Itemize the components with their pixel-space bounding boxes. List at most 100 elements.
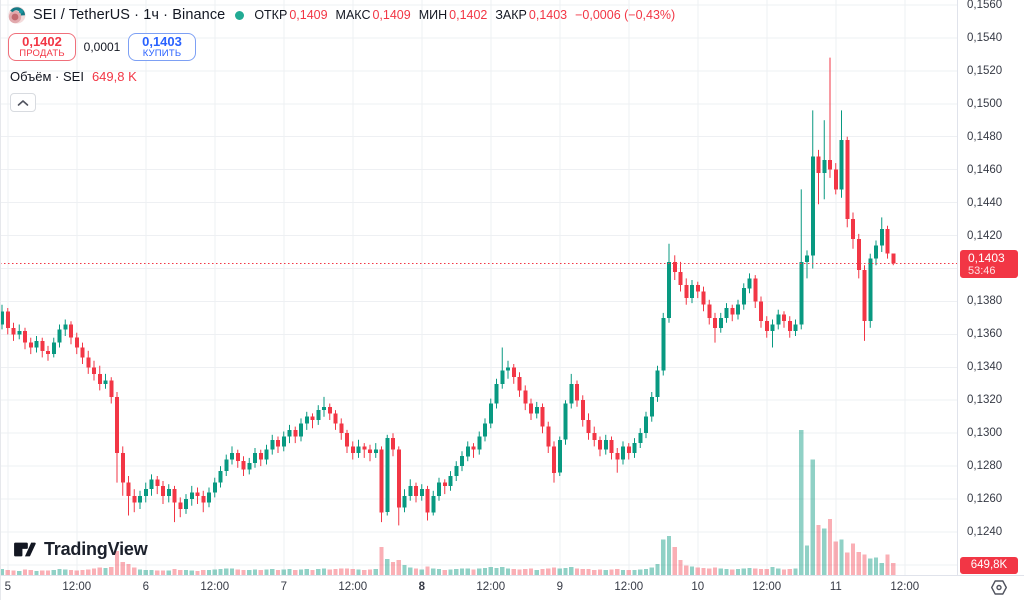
volume-bar [758, 568, 764, 575]
candle-body [603, 439, 608, 450]
volume-bar [862, 554, 867, 575]
volume-bar [149, 570, 154, 575]
collapse-legend-button[interactable] [10, 93, 36, 112]
volume-bar [597, 569, 603, 575]
candle-body [713, 317, 717, 328]
candle-body [115, 396, 119, 453]
volume-bar [166, 570, 171, 575]
candle-body [11, 327, 16, 335]
candle-body [839, 140, 844, 190]
volume-bar [845, 552, 850, 575]
volume-bar [396, 560, 401, 575]
volume-bar [132, 567, 137, 575]
volume-bar [626, 570, 631, 575]
candle-body [368, 449, 372, 453]
volume-bar [97, 567, 102, 575]
volume-bar [235, 569, 240, 575]
volume-bar [143, 569, 148, 575]
volume-bar [810, 459, 815, 575]
volume-bar [471, 569, 476, 575]
candle-body [454, 466, 459, 476]
buy-label: КУПИТЬ [142, 47, 182, 59]
candle-body [598, 439, 602, 450]
volume-bar [494, 567, 499, 575]
candle-body [46, 350, 50, 355]
candlestick-chart[interactable] [0, 0, 957, 575]
candle-body [891, 253, 896, 264]
candle-body [293, 429, 298, 437]
volume-bar [505, 568, 511, 575]
volume-bar [17, 570, 22, 575]
volume-bar [816, 524, 821, 575]
volume-bar [873, 557, 879, 575]
candle-body [195, 492, 200, 496]
candle-body [730, 308, 735, 315]
candle-body [391, 438, 395, 450]
candle-body [822, 159, 827, 173]
candle-body [580, 400, 585, 420]
close-label: ЗАКР [495, 8, 527, 22]
volume-bar [367, 569, 373, 575]
gear-icon [990, 579, 1007, 595]
volume-bar [419, 569, 424, 575]
buy-price: 0,1403 [142, 34, 182, 50]
volume-bar [270, 569, 275, 575]
candle-body [736, 304, 740, 315]
sell-button[interactable]: 0,1402 ПРОДАТЬ [8, 33, 76, 61]
volume-bar [827, 519, 833, 575]
candle-body [304, 416, 309, 424]
volume-bar [385, 559, 390, 575]
candle-body [212, 482, 217, 493]
tradingview-logo[interactable]: TradingView [12, 537, 148, 562]
candle-body [529, 403, 533, 414]
candle-body [247, 462, 252, 470]
candle-body [810, 156, 815, 256]
time-tick-label: 12:00 [62, 581, 92, 593]
candle-body [34, 340, 39, 348]
volume-bar [540, 568, 545, 575]
candle-body [592, 433, 597, 440]
candle-body [448, 476, 453, 486]
candle-body [586, 420, 591, 434]
candle-body [805, 255, 809, 262]
candle-body [218, 471, 223, 483]
candle-body [316, 410, 321, 420]
volume-bar [689, 566, 695, 575]
candle-body [166, 489, 171, 496]
market-status-dot[interactable] [235, 10, 245, 20]
symbol-title[interactable]: SEI / TetherUS · 1ч · Binance [33, 7, 226, 23]
candle-body [327, 406, 332, 414]
volume-bar [350, 568, 355, 575]
candle-body [0, 311, 4, 325]
volume-bar [649, 567, 654, 575]
candle-body [149, 479, 154, 490]
candle-body [626, 446, 631, 453]
price-tick-label: 0,1480 [967, 131, 1003, 143]
volume-bar [741, 568, 746, 575]
price-tick-label: 0,1360 [967, 328, 1003, 340]
volume-bar [839, 539, 844, 575]
volume-bar [304, 569, 309, 575]
volume-bar [356, 569, 361, 575]
low-value: 0,1402 [449, 8, 488, 22]
volume-bar [425, 566, 430, 575]
volume-bar [781, 569, 787, 575]
candle-body [759, 301, 763, 322]
buy-button[interactable]: 0,1403 КУПИТЬ [128, 33, 196, 61]
volume-bar [672, 547, 677, 575]
volume-bar [51, 570, 56, 575]
volume-bar [0, 569, 5, 575]
bar-countdown: 53:46 [968, 265, 996, 277]
time-axis[interactable]: 5 12:00 6 12:00 7 12:00 8 12:00 9 12:00 10 12:00 11 1… [0, 575, 1024, 600]
candle-body [747, 278, 752, 289]
price-axis[interactable]: 0,1403 53:46 649,8K 0,1560 0,1540 0,1520 0,… [957, 0, 1024, 600]
volume-bar [310, 569, 315, 575]
volume-axis-tag: 649,8K [960, 557, 1018, 574]
axis-settings-button[interactable] [989, 578, 1008, 596]
volume-bar [22, 569, 28, 575]
candle-body [649, 396, 654, 417]
volume-bar [592, 569, 597, 575]
volume-bar [655, 563, 660, 575]
candle-body [207, 492, 211, 503]
volume-bar [402, 564, 407, 575]
